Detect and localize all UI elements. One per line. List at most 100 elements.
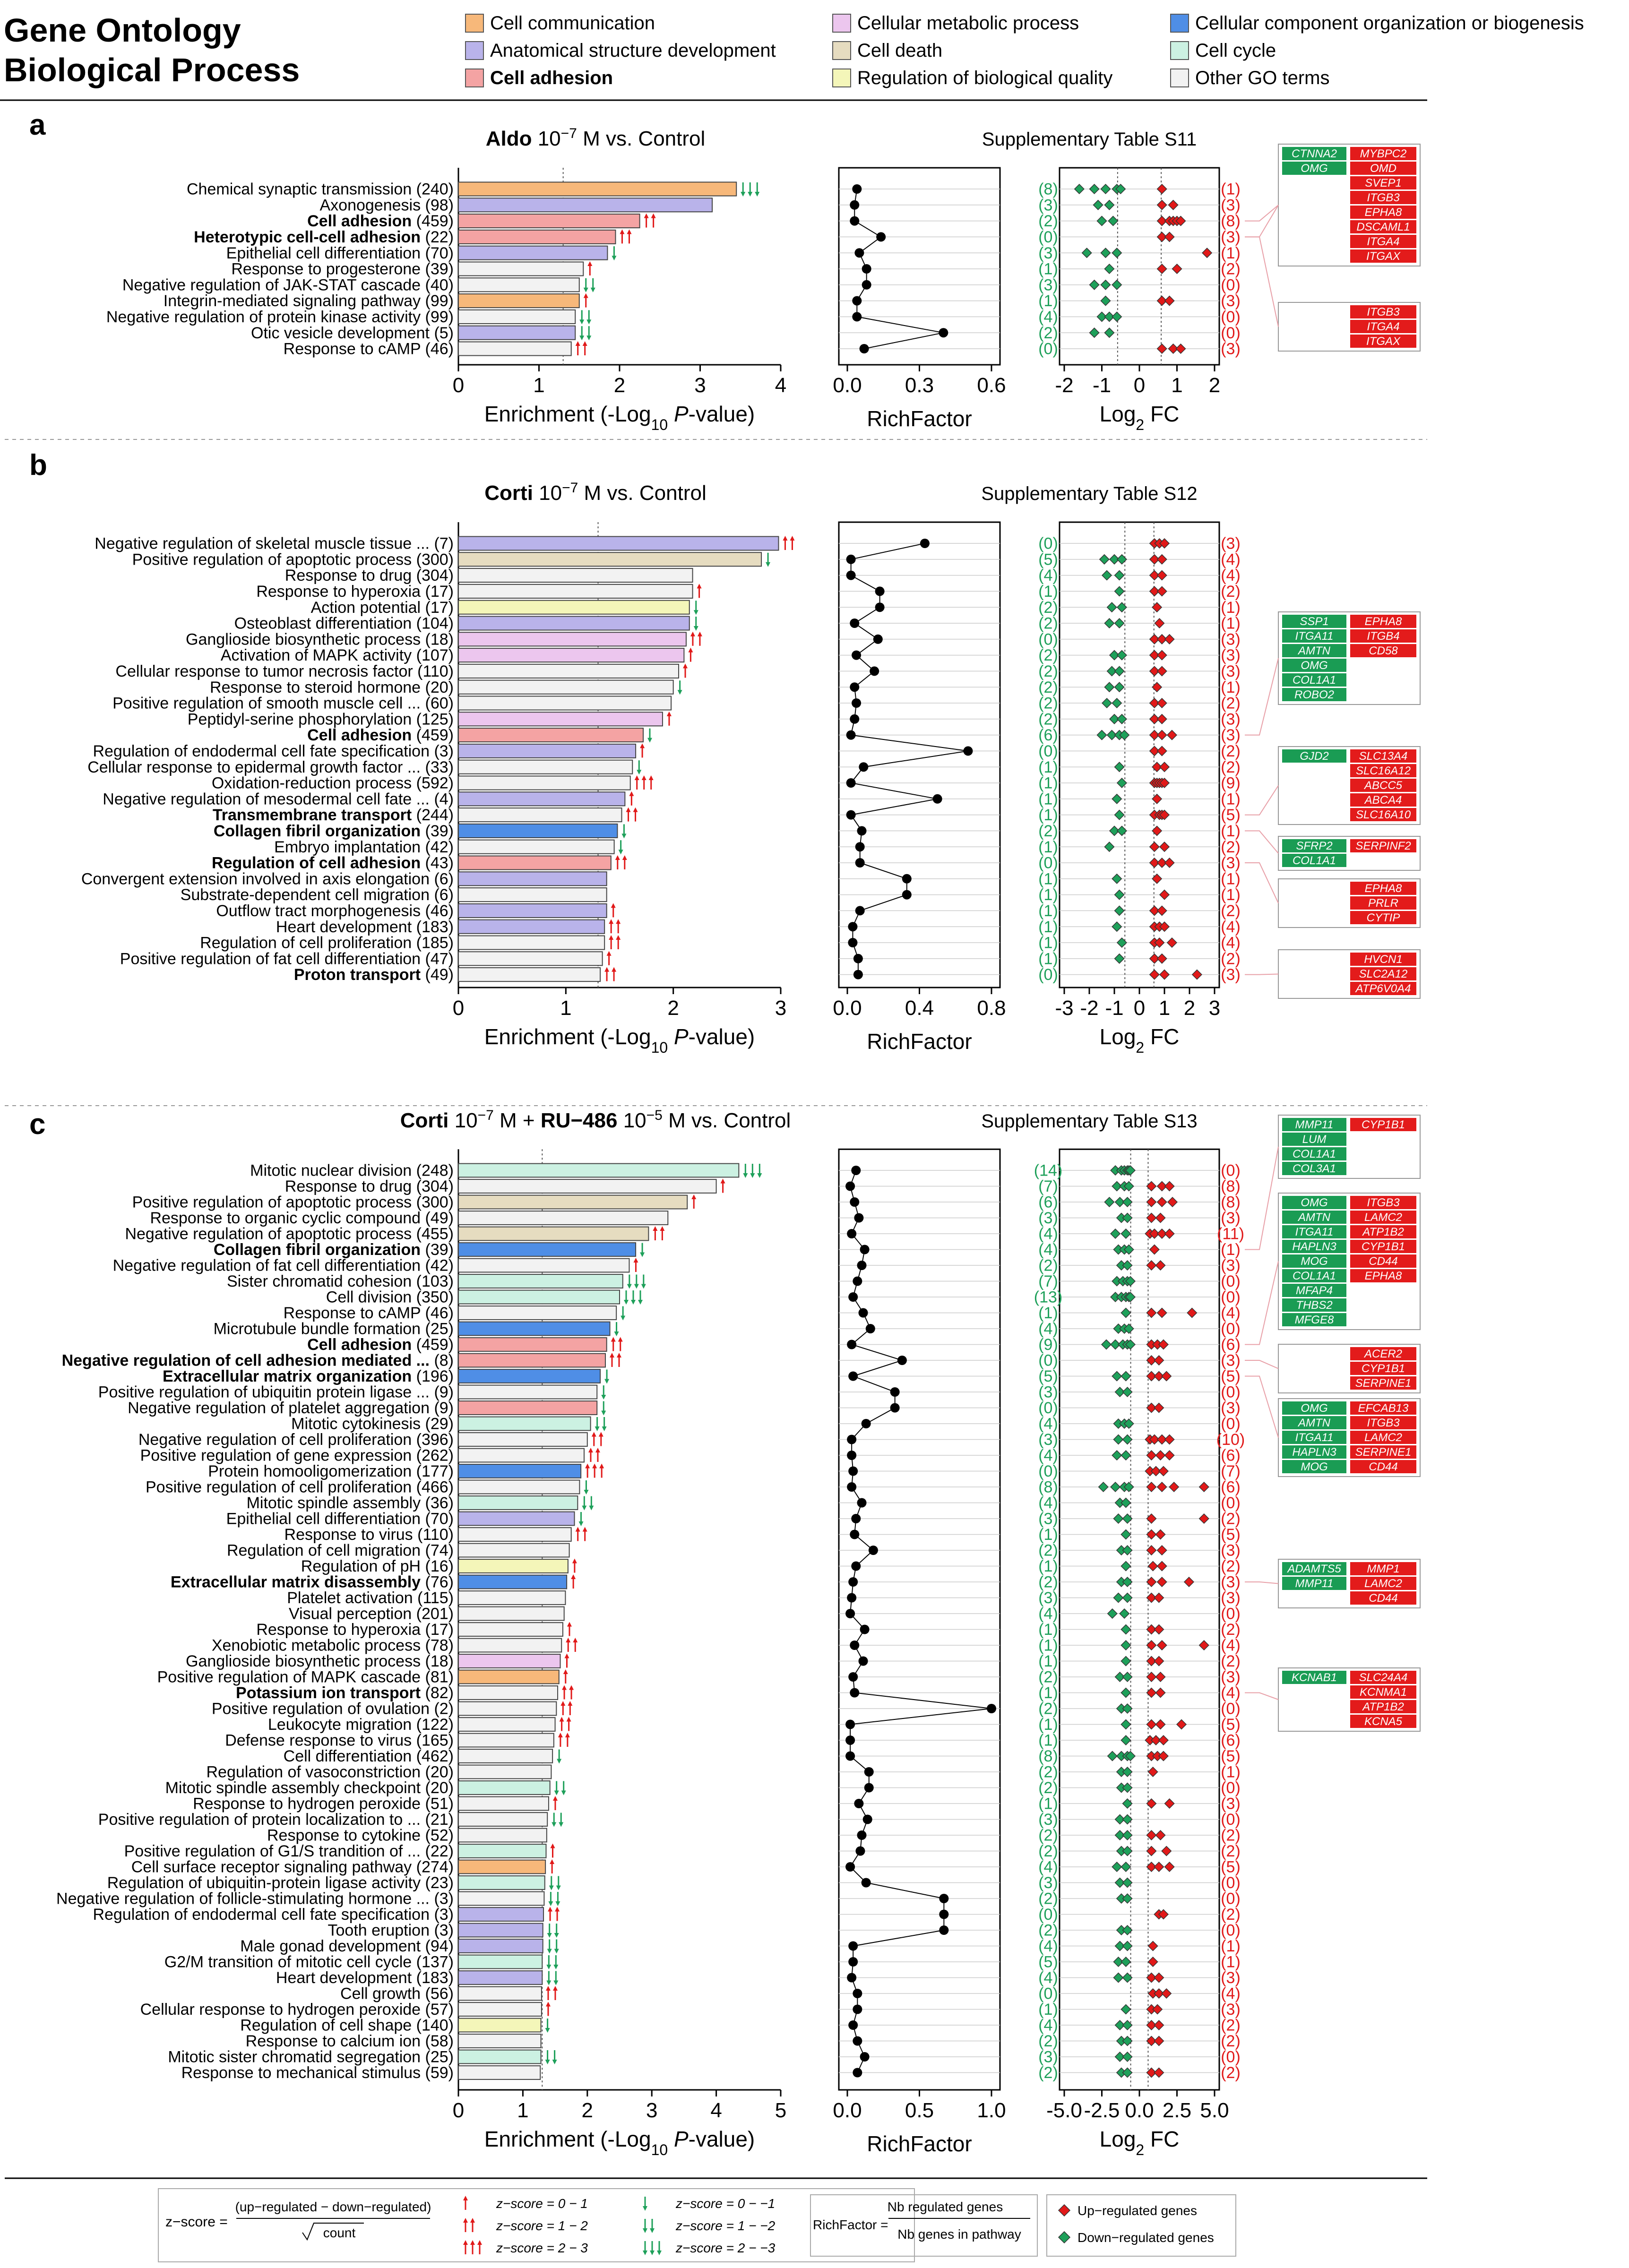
up-gene-marker	[1164, 1450, 1175, 1461]
arrow-head	[562, 1685, 567, 1690]
arrow-head	[601, 1395, 606, 1400]
gene-box-connector	[1245, 1375, 1279, 1438]
richfactor-denominator: Nb genes in pathway	[897, 2227, 1021, 2242]
up-gene-marker	[1146, 1529, 1157, 1540]
up-gene-tag	[1350, 1401, 1416, 1415]
down-gene-marker	[1113, 1434, 1124, 1445]
down-count: (7)	[1038, 1272, 1058, 1290]
richfactor-point	[932, 794, 942, 804]
up-arrow-icon	[660, 1226, 665, 1240]
arrow-head	[550, 1843, 555, 1848]
go-term-name: Regulation of cell migration	[227, 1542, 425, 1560]
up-arrow-icon	[558, 1733, 563, 1747]
log2fc-frame	[1059, 167, 1220, 366]
up-count: (1)	[1221, 180, 1241, 198]
up-arrow-icon	[629, 791, 634, 806]
down-gene-marker	[1112, 279, 1122, 290]
down-count: (3)	[1038, 276, 1058, 294]
arrow-head	[559, 1822, 564, 1827]
go-term-label: Chemical synaptic transmission (240)	[187, 180, 454, 198]
arrow-head	[660, 1226, 665, 1231]
enrichment-bar	[458, 1733, 554, 1748]
axis-subscript: 2	[1136, 1039, 1144, 1056]
up-gene-marker	[1158, 1466, 1169, 1477]
enrichment-bar	[458, 1479, 580, 1495]
down-arrow-icon	[755, 182, 760, 197]
down-gene-marker	[1125, 1276, 1136, 1287]
down-gene-marker	[1120, 2004, 1131, 2015]
up-count: (0)	[1221, 1415, 1241, 1433]
richfactor-point	[870, 666, 879, 676]
up-count: (1)	[1221, 1763, 1241, 1781]
arrow-head	[618, 1337, 623, 1342]
up-arrow-icon	[609, 935, 614, 949]
down-count: (2)	[1038, 1668, 1058, 1686]
down-gene-marker	[1120, 1687, 1131, 1698]
up-gene-name: ITGB4	[1367, 630, 1399, 643]
arrow-head	[644, 213, 649, 218]
arrow-head	[579, 319, 585, 325]
enrichment-bar	[458, 1654, 561, 1668]
log2fc-tick-label: -2	[1055, 374, 1073, 397]
up-arrow-icon	[550, 1859, 555, 1873]
down-gene-name: COL1A1	[1293, 674, 1336, 687]
arrow-head	[624, 1300, 629, 1305]
legend-swatch	[1170, 14, 1189, 33]
up-arrow-icon	[548, 1907, 553, 1921]
richfactor-point	[855, 906, 865, 916]
down-count: (1)	[1038, 1652, 1058, 1670]
go-term-count: (183)	[416, 918, 454, 936]
richfactor-point	[876, 232, 886, 242]
richfactor-point	[855, 842, 865, 852]
go-term-count: (3)	[434, 1906, 454, 1924]
up-arrow-icon	[690, 631, 695, 646]
up-gene-marker	[1154, 2067, 1164, 2078]
down-arrow-icon	[693, 617, 698, 631]
panel-title: Corti 10−7 M + RU−486 10−5 M vs. Control	[400, 1108, 791, 1133]
go-term-label: Response to steroid hormone (20)	[210, 679, 454, 696]
go-term-count: (110)	[417, 1526, 454, 1544]
up-gene-marker	[1146, 1671, 1157, 1683]
legend-swatch	[832, 69, 851, 87]
richfactor-point	[857, 826, 867, 836]
up-count: (2)	[1221, 1652, 1241, 1670]
enrichment-bar	[458, 1891, 545, 1906]
richfactor-point	[850, 1197, 860, 1207]
go-term-name: Regulation of endodermal cell fate speci…	[93, 742, 434, 760]
down-gene-marker	[1122, 2067, 1133, 2078]
up-gene-marker	[1159, 921, 1170, 932]
up-gene-marker	[1156, 666, 1167, 677]
enrichment-bar	[458, 1606, 565, 1621]
legend-label: Cell cycle	[1195, 40, 1276, 61]
up-gene-name: CYP1B1	[1362, 1362, 1405, 1375]
up-gene-tag	[1350, 1347, 1416, 1360]
down-gene-marker	[1104, 199, 1115, 210]
up-arrow-icon	[611, 903, 616, 918]
up-count: (0)	[1221, 1289, 1241, 1306]
up-arrow-icon	[604, 967, 610, 981]
up-gene-marker	[1156, 650, 1167, 661]
up-arrow-icon	[573, 1638, 578, 1652]
up-gene-name: SLC2A12	[1359, 968, 1408, 980]
go-term-count: (82)	[425, 1684, 454, 1702]
arrow-head	[549, 1885, 554, 1890]
go-term-name: Response to mechanical stimulus	[181, 2064, 425, 2082]
richfactor-line	[850, 543, 968, 975]
arrow-head	[463, 2218, 468, 2223]
richfactor-point	[850, 619, 860, 628]
arrow-head	[615, 855, 620, 860]
up-arrow-icon	[463, 2240, 468, 2254]
go-term-label: Microtubule bundle formation (25)	[214, 1320, 454, 1338]
go-term-name: Positive regulation of cell proliferatio…	[146, 1478, 416, 1496]
up-gene-marker	[1198, 1640, 1209, 1651]
panel-letter: c	[29, 1108, 45, 1141]
down-gene-marker	[1122, 1196, 1133, 1208]
enrichment-bar	[458, 552, 762, 567]
richfactor-tick-label: 0.5	[905, 2099, 934, 2122]
down-count: (7)	[1038, 1177, 1058, 1195]
go-term-label: Peptidyl-serine phosphorylation (125)	[188, 710, 454, 728]
enrichment-bar	[458, 1875, 545, 1890]
up-count: (4)	[1221, 1637, 1241, 1655]
down-gene-marker	[1120, 1956, 1131, 1967]
